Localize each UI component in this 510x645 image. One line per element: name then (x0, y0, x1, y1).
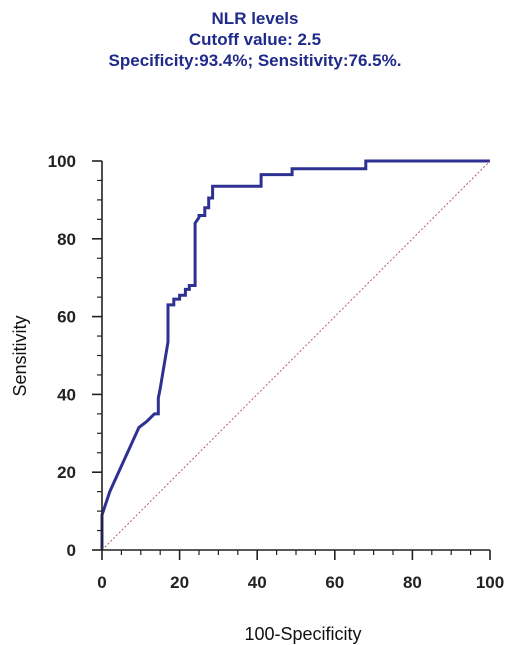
y-tick-label: 0 (67, 541, 76, 560)
x-tick-label: 20 (170, 573, 189, 592)
y-tick-label: 40 (57, 385, 76, 404)
y-tick-label: 60 (57, 308, 76, 327)
y-tick-label: 20 (57, 463, 76, 482)
tick-labels: 0 20 40 60 80 100 0 20 40 60 80 100 (48, 152, 505, 592)
y-tick-label: 100 (48, 152, 76, 171)
chart-title-line-3: Specificity:93.4%; Sensitivity:76.5%. (108, 51, 402, 70)
x-tick-label: 60 (325, 573, 344, 592)
chart-title-line-1: NLR levels (211, 9, 299, 28)
x-tick-label: 80 (403, 573, 422, 592)
x-axis-title: 100-Specificity (244, 624, 361, 644)
x-tick-label: 0 (97, 573, 106, 592)
chart-title: NLR levels Cutoff value: 2.5 Specificity… (0, 8, 510, 71)
axes (92, 160, 491, 560)
y-tick-label: 80 (57, 230, 76, 249)
x-tick-label: 100 (476, 573, 504, 592)
roc-curve-line (100, 159, 490, 550)
plot-marks (100, 159, 491, 551)
x-tick-label: 40 (248, 573, 267, 592)
reference-diagonal-line (101, 160, 491, 551)
y-axis-title: Sensitivity (10, 315, 30, 396)
chart-title-line-2: Cutoff value: 2.5 (188, 30, 322, 49)
